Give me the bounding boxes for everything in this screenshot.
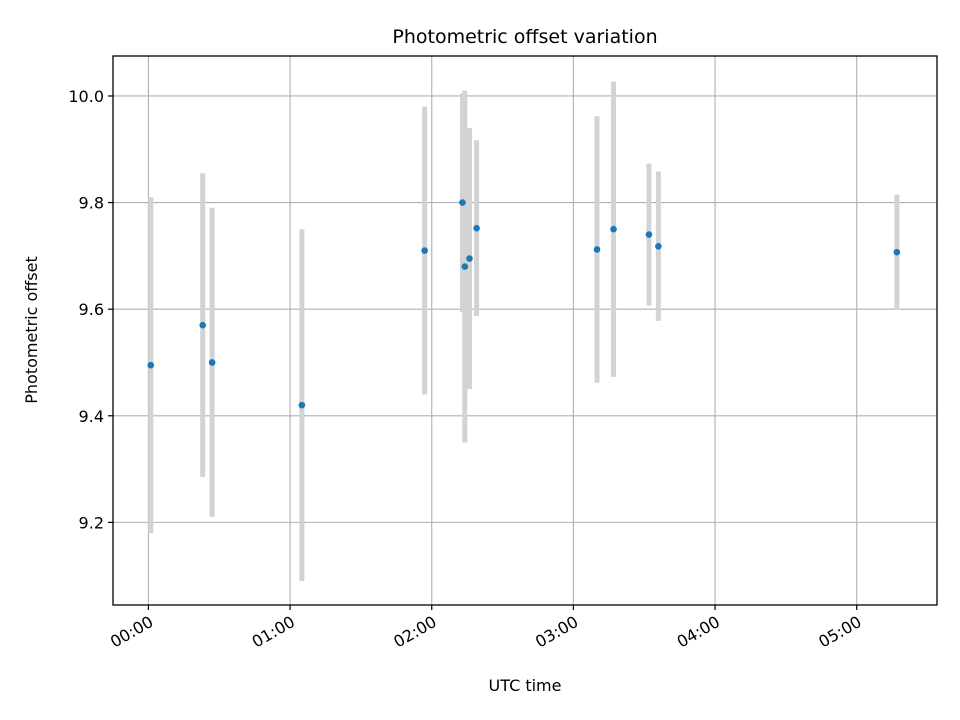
data-point	[893, 248, 901, 256]
y-tick-label: 9.6	[79, 300, 104, 319]
y-tick-label: 9.4	[79, 407, 104, 426]
data-point	[645, 231, 653, 238]
data-point	[421, 247, 428, 254]
data-point	[199, 321, 207, 329]
data-point	[610, 225, 617, 233]
y-tick-label: 10.0	[68, 87, 104, 106]
data-point	[593, 246, 601, 253]
y-tick-label: 9.2	[79, 513, 104, 532]
y-tick-label: 9.8	[79, 194, 104, 213]
data-point	[459, 199, 466, 206]
data-point	[461, 263, 469, 270]
plot-frame	[112, 55, 938, 606]
data-point	[298, 401, 306, 409]
chart-title: Photometric offset variation	[392, 26, 657, 48]
data-point	[473, 224, 480, 232]
data-point	[147, 361, 155, 369]
data-point	[655, 242, 662, 250]
x-axis-label: UTC time	[489, 676, 562, 695]
data-point	[466, 255, 473, 262]
y-axis-ticks: 9.2 9.4 9.6 9.8 10.0	[68, 87, 113, 532]
data-point	[208, 359, 216, 366]
y-axis-label: Photometric offset	[22, 256, 41, 404]
data-points	[147, 199, 901, 409]
